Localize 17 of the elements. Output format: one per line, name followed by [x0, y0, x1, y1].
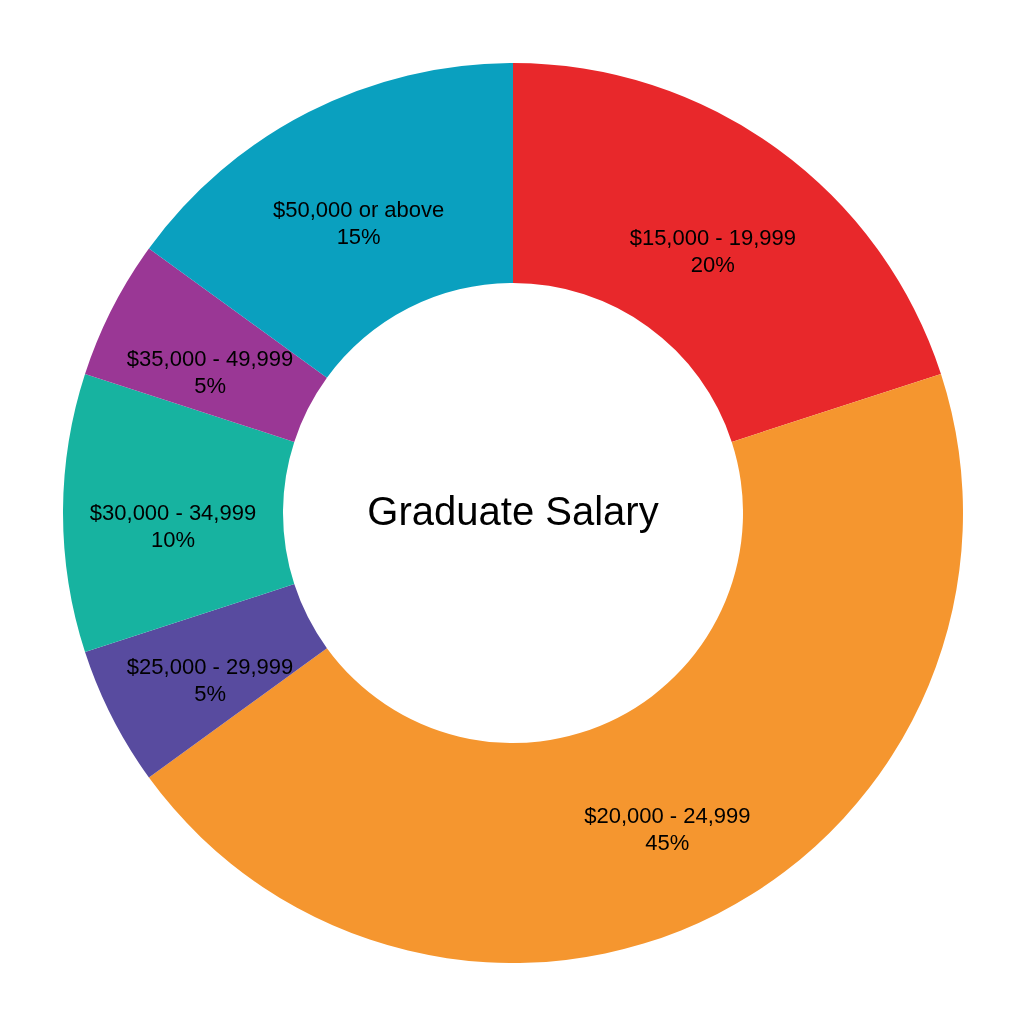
slice-label: $35,000 - 49,999	[126, 345, 294, 371]
data-label: 5%	[194, 681, 226, 707]
donut-slice	[513, 63, 941, 442]
slice-label: $15,000 - 19,999	[629, 224, 797, 250]
slice-label: $25,000 - 29,999	[126, 654, 294, 680]
data-label: 5%	[194, 372, 226, 398]
donut-slice	[63, 373, 295, 653]
donut-slice	[85, 584, 327, 778]
data-label: 45%	[645, 829, 690, 855]
text: Graduate Salary	[367, 489, 659, 533]
slice-label: $50,000 or above	[273, 197, 445, 223]
slice-label: $20,000 - 24,999	[584, 802, 751, 828]
donut-slice	[85, 248, 327, 442]
data-label: 10%	[150, 527, 196, 552]
data-label: 15%	[336, 224, 381, 250]
slice-label: $30,000 - 34,999	[89, 500, 257, 525]
data-label: 20%	[690, 251, 735, 277]
